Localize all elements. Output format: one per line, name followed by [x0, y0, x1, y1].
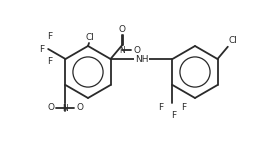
- Text: N: N: [63, 104, 68, 113]
- Text: O: O: [48, 103, 55, 112]
- Text: F: F: [48, 57, 53, 66]
- Text: Cl: Cl: [85, 33, 94, 42]
- Text: F: F: [158, 103, 164, 111]
- Text: O: O: [118, 25, 126, 34]
- Text: N: N: [119, 46, 125, 55]
- Text: O: O: [133, 46, 140, 55]
- Text: NH: NH: [135, 54, 148, 63]
- Text: F: F: [39, 45, 44, 53]
- Text: F: F: [182, 103, 187, 111]
- Text: F: F: [171, 111, 176, 120]
- Text: O: O: [76, 103, 84, 112]
- Text: F: F: [48, 32, 53, 41]
- Text: Cl: Cl: [229, 36, 238, 45]
